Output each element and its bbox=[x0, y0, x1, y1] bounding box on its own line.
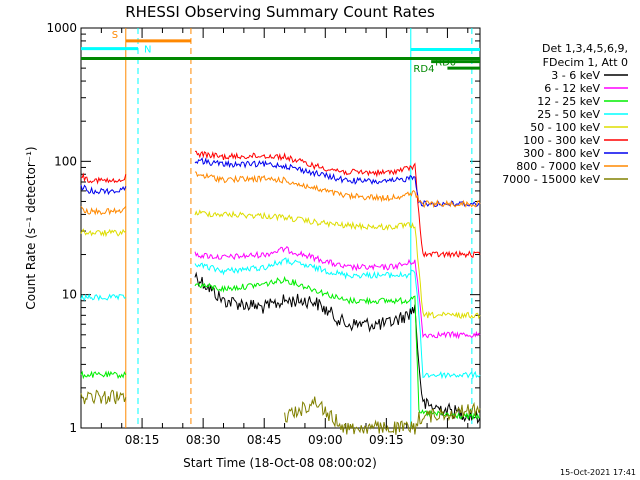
series-line bbox=[80, 209, 481, 320]
series-line bbox=[194, 245, 481, 340]
flag-label: N bbox=[144, 45, 151, 56]
series-line bbox=[80, 171, 481, 216]
series-path bbox=[194, 171, 481, 209]
legend-entry: 25 - 50 keV bbox=[537, 108, 600, 121]
x-tick-label: 08:15 bbox=[125, 433, 160, 447]
series-path bbox=[80, 293, 126, 302]
legend-entry: 300 - 800 keV bbox=[523, 147, 600, 160]
flag-label: RD4 bbox=[413, 64, 434, 75]
series-line bbox=[80, 275, 481, 420]
x-axis-title: Start Time (18-Oct-08 08:00:02) bbox=[183, 456, 377, 470]
flag-label: RD0 bbox=[435, 58, 456, 69]
series-path bbox=[80, 205, 127, 216]
plot-area: 1 10 100 1000 08:15 08:30 08:45 09:00 09:15 09:30… bbox=[46, 21, 481, 447]
x-tick-label: 09:00 bbox=[308, 433, 343, 447]
y-axis-title: Count Rate (s⁻¹ detector⁻¹) bbox=[24, 146, 38, 309]
y-tick-label: 1 bbox=[69, 421, 77, 435]
legend-header: FDecim 1, Att 0 bbox=[543, 56, 628, 69]
series-path bbox=[194, 150, 481, 259]
series-path bbox=[80, 389, 127, 405]
series-line bbox=[80, 157, 481, 208]
series-line bbox=[80, 389, 481, 435]
legend-entry: 100 - 300 keV bbox=[523, 134, 600, 147]
series-line bbox=[194, 271, 481, 425]
series-path bbox=[80, 228, 127, 238]
y-tick-label: 100 bbox=[54, 154, 77, 168]
series-path bbox=[194, 271, 481, 425]
legend-entry: 6 - 12 keV bbox=[544, 82, 600, 95]
series-path bbox=[194, 257, 481, 380]
series-path bbox=[194, 245, 481, 340]
legend-entry: 3 - 6 keV bbox=[551, 69, 600, 82]
date-stamp: 15-Oct-2021 17:41 bbox=[560, 468, 636, 477]
legend-entry: 7000 - 15000 keV bbox=[502, 173, 600, 186]
series-path bbox=[80, 370, 127, 380]
legend-entry: 50 - 100 keV bbox=[530, 121, 600, 134]
chart-title: RHESSI Observing Summary Count Rates bbox=[125, 3, 435, 21]
legend-entry: 800 - 7000 keV bbox=[516, 160, 600, 173]
y-tick-label: 10 bbox=[62, 288, 77, 302]
legend: Det 1,3,4,5,6,9,FDecim 1, Att 03 - 6 keV… bbox=[502, 42, 628, 186]
series-line bbox=[80, 257, 481, 380]
x-tick-label: 08:30 bbox=[186, 433, 221, 447]
x-tick-label: 08:45 bbox=[247, 433, 282, 447]
flag-label: S bbox=[112, 30, 118, 41]
series-path bbox=[80, 172, 127, 185]
y-tick-label: 1000 bbox=[46, 21, 77, 35]
legend-entry: 12 - 25 keV bbox=[537, 95, 600, 108]
series-line bbox=[80, 150, 481, 259]
x-tick-label: 09:30 bbox=[430, 433, 465, 447]
series-path bbox=[194, 209, 481, 320]
series-path bbox=[284, 396, 481, 435]
series-path bbox=[194, 275, 481, 420]
plot-frame bbox=[80, 27, 481, 429]
series-path bbox=[80, 184, 127, 196]
series-path bbox=[194, 157, 481, 208]
x-tick-label: 09:15 bbox=[369, 433, 404, 447]
legend-header: Det 1,3,4,5,6,9, bbox=[542, 42, 628, 55]
